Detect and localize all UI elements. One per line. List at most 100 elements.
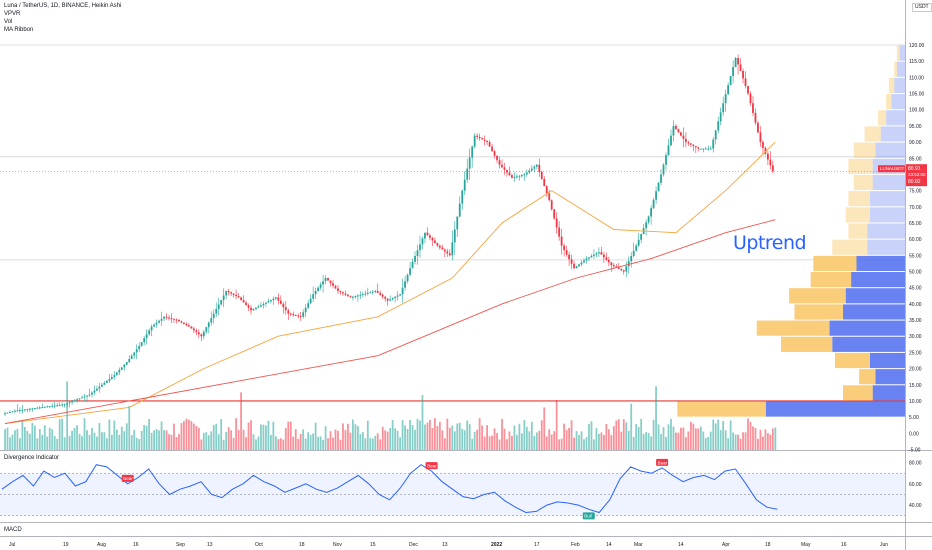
volume-bar — [371, 438, 374, 450]
candle-body — [379, 292, 382, 295]
candle-body — [269, 299, 272, 302]
volume-bar — [269, 434, 272, 450]
candle-body — [396, 295, 399, 297]
currency-label[interactable]: USDT — [912, 3, 932, 12]
candle-body — [56, 405, 59, 407]
volume-bar — [255, 439, 257, 450]
volume-bar — [607, 429, 610, 450]
time-tick-label: Jun — [880, 542, 888, 548]
candle-body — [309, 298, 312, 304]
time-tick-label: 15 — [370, 542, 376, 548]
candle-body — [302, 312, 305, 317]
candle-body — [714, 130, 717, 140]
candle-body — [125, 362, 128, 365]
volume-bar — [212, 424, 215, 450]
rsi-tick-label: 60.00 — [909, 482, 922, 488]
candle-body — [66, 403, 69, 405]
candle-body — [210, 318, 213, 323]
volume-bar — [202, 432, 205, 450]
volume-bar — [665, 437, 667, 450]
volume-bar — [396, 430, 399, 450]
candle-body — [183, 322, 185, 324]
volume-bar — [11, 434, 14, 450]
volume-profile — [677, 45, 905, 417]
candle-body — [163, 316, 165, 319]
volume-bar — [381, 426, 384, 450]
candle-body — [359, 294, 362, 296]
candle-body — [429, 235, 431, 238]
volume-bar — [309, 434, 312, 450]
volume-bar — [81, 436, 83, 450]
volume-bar — [471, 438, 474, 450]
volume-bar — [724, 430, 727, 450]
candle-body — [662, 164, 665, 175]
candle-body — [369, 292, 372, 294]
candle-body — [130, 355, 133, 359]
price-tick-label: 70.00 — [909, 205, 922, 211]
candle-body — [565, 250, 568, 255]
volume-bar — [240, 392, 242, 450]
candle-body — [4, 413, 6, 415]
volume-bar — [719, 430, 722, 450]
volume-bar — [416, 418, 419, 450]
candle-body — [356, 295, 359, 297]
candle-body — [118, 369, 121, 373]
volume-bar — [225, 432, 228, 450]
volume-bar — [424, 424, 426, 450]
time-tick-label: Jul — [9, 542, 15, 548]
volume-bar — [419, 420, 421, 450]
candle-body — [414, 255, 416, 262]
candle-body — [175, 319, 178, 321]
volume-bar — [729, 420, 732, 450]
candle-body — [195, 330, 198, 333]
volume-bar — [493, 428, 496, 450]
volume-bar — [627, 430, 630, 450]
candle-body — [732, 67, 735, 77]
candle-body — [197, 332, 200, 335]
candle-body — [637, 239, 640, 246]
time-tick-label: Dec — [409, 542, 418, 548]
volume-bar — [742, 432, 744, 450]
vp-up-bar — [894, 77, 905, 94]
candle-body — [503, 167, 506, 170]
volume-bar — [58, 419, 61, 450]
volume-bar — [41, 434, 44, 450]
volume-bar — [446, 418, 449, 450]
volume-bar — [205, 432, 208, 450]
volume-bar — [389, 428, 392, 450]
candle-body — [588, 257, 590, 259]
volume-bar — [376, 433, 379, 450]
volume-bar — [61, 418, 64, 450]
volume-bar — [71, 430, 73, 450]
price-tick-label: 65.00 — [909, 221, 922, 227]
candle-body — [436, 243, 439, 246]
candle-body — [63, 404, 66, 406]
volume-bar — [339, 439, 342, 450]
candle-body — [265, 302, 267, 304]
candle-body — [468, 157, 471, 169]
volume-bar — [508, 431, 511, 450]
volume-bar — [764, 429, 767, 450]
volume-bar — [140, 430, 143, 450]
candle-body — [543, 178, 546, 187]
volume-bar — [314, 422, 317, 450]
legend-vpvr[interactable]: VPVR — [4, 11, 21, 17]
candle-body — [558, 227, 561, 237]
candle-body — [58, 404, 61, 406]
volume-bar — [702, 431, 705, 450]
vp-down-bar — [845, 207, 870, 223]
candle-body — [508, 172, 511, 176]
candle-body — [386, 298, 389, 301]
legend-vol[interactable]: Vol — [4, 19, 13, 25]
volume-bar — [488, 436, 491, 450]
volume-bar — [600, 432, 603, 450]
legend-ma-ribbon[interactable]: MA Ribbon — [4, 27, 34, 33]
candle-body — [123, 364, 126, 368]
volume-bar — [506, 439, 508, 450]
volume-bar — [749, 422, 752, 450]
volume-bar — [583, 439, 585, 450]
volume-bar — [332, 437, 334, 450]
vp-up-bar — [869, 191, 905, 207]
candle-body — [727, 85, 730, 95]
